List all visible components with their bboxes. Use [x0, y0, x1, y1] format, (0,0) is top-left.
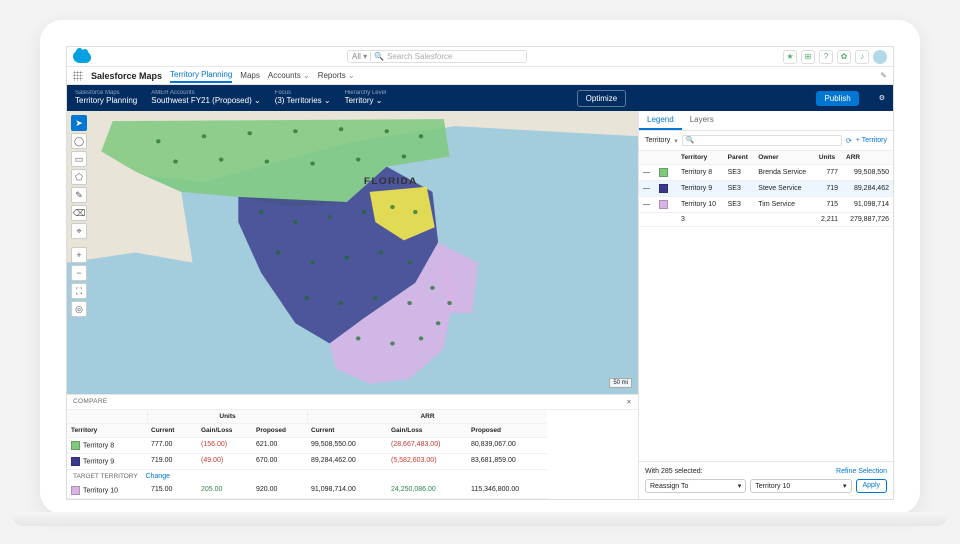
- legend-filter[interactable]: Territory: [645, 137, 670, 144]
- ctx-dataset[interactable]: AMER AccountsSouthwest FY21 (Proposed) ⌄: [151, 90, 260, 105]
- tool-poly[interactable]: ⬠: [71, 169, 87, 185]
- apply-button[interactable]: Apply: [856, 479, 888, 493]
- map-scale: 50 mi: [609, 378, 632, 388]
- zoom-extent[interactable]: ⛶: [71, 283, 87, 299]
- tab-accounts[interactable]: Accounts ⌄: [268, 69, 310, 82]
- legend-search-input[interactable]: [682, 135, 842, 146]
- setup-gear-icon[interactable]: ✿: [837, 50, 851, 64]
- tab-layers[interactable]: Layers: [682, 111, 722, 130]
- optimize-button[interactable]: Optimize: [577, 90, 627, 107]
- table-row: Territory 10: [67, 483, 147, 499]
- salesforce-logo: [73, 51, 91, 63]
- tool-pointer[interactable]: ➤: [71, 115, 87, 131]
- ctx-app: Salesforce MapsTerritory Planning: [75, 90, 137, 105]
- table-row: Territory 9: [67, 454, 147, 470]
- tool-draw[interactable]: ✎: [71, 187, 87, 203]
- settings-gear-icon[interactable]: ⚙: [879, 94, 885, 102]
- tool-rect[interactable]: ▭: [71, 151, 87, 167]
- ctx-focus[interactable]: Focus(3) Territories ⌄: [275, 90, 331, 105]
- refine-selection-link[interactable]: Refine Selection: [836, 468, 887, 475]
- col-group-units: Units: [147, 410, 307, 424]
- app-grid-icon[interactable]: ⊞: [801, 50, 815, 64]
- reassign-field-select[interactable]: Reassign To▾: [645, 479, 746, 493]
- compare-close-icon[interactable]: ✕: [626, 398, 632, 406]
- table-row: Territory 8: [67, 438, 147, 454]
- target-territory-label: TARGET TERRITORY: [73, 473, 138, 480]
- compare-title: COMPARE: [73, 398, 107, 406]
- publish-button[interactable]: Publish: [816, 91, 858, 106]
- svg-text:FLORIDA: FLORIDA: [364, 176, 418, 186]
- tool-lasso[interactable]: ◯: [71, 133, 87, 149]
- app-name: Salesforce Maps: [91, 71, 162, 81]
- edit-pencil-icon[interactable]: ✎: [880, 71, 887, 80]
- legend-table: Territory Parent Owner Units ARR — Terri…: [639, 151, 893, 227]
- tab-territory-planning[interactable]: Territory Planning: [170, 68, 232, 83]
- change-target-link[interactable]: Change: [145, 473, 170, 480]
- zoom-in[interactable]: +: [71, 247, 87, 263]
- search-scope[interactable]: All ▾: [352, 52, 371, 61]
- locate[interactable]: ◎: [71, 301, 87, 317]
- selection-status: With 285 selected:: [645, 468, 703, 475]
- legend-refresh-icon[interactable]: ⟳: [846, 137, 852, 145]
- tab-maps[interactable]: Maps: [240, 69, 260, 82]
- tool-erase[interactable]: ⌫: [71, 205, 87, 221]
- tool-pick[interactable]: ⌖: [71, 223, 87, 239]
- tab-reports[interactable]: Reports ⌄: [318, 69, 355, 82]
- add-territory-button[interactable]: + Territory: [856, 137, 887, 144]
- table-row-total: 3 2,211279,887,726: [639, 213, 893, 227]
- table-row[interactable]: — Territory 10SE3Tim Service 71591,098,7…: [639, 197, 893, 213]
- col-group-arr: ARR: [307, 410, 547, 424]
- table-row[interactable]: — Territory 8SE3Brenda Service 77799,508…: [639, 165, 893, 181]
- favorite-icon[interactable]: ★: [783, 50, 797, 64]
- search-icon: 🔍: [374, 52, 384, 61]
- help-icon[interactable]: ?: [819, 50, 833, 64]
- search-placeholder: Search Salesforce: [387, 52, 452, 61]
- app-launcher-icon[interactable]: [73, 71, 83, 81]
- zoom-out[interactable]: −: [71, 265, 87, 281]
- notification-icon[interactable]: ♪: [855, 50, 869, 64]
- compare-panel: COMPARE ✕ Units ARR Territory Current Ga…: [67, 394, 638, 499]
- map-canvas[interactable]: FLORIDA ➤ ◯: [67, 111, 638, 394]
- table-row[interactable]: — Territory 9SE3Steve Service 71989,284,…: [639, 181, 893, 197]
- global-search[interactable]: All ▾ 🔍 Search Salesforce: [347, 50, 527, 63]
- tab-legend[interactable]: Legend: [639, 111, 682, 130]
- reassign-value-select[interactable]: Territory 10▾: [750, 479, 851, 493]
- avatar[interactable]: [873, 50, 887, 64]
- ctx-hierarchy[interactable]: Hierarchy LevelTerritory ⌄: [345, 90, 387, 105]
